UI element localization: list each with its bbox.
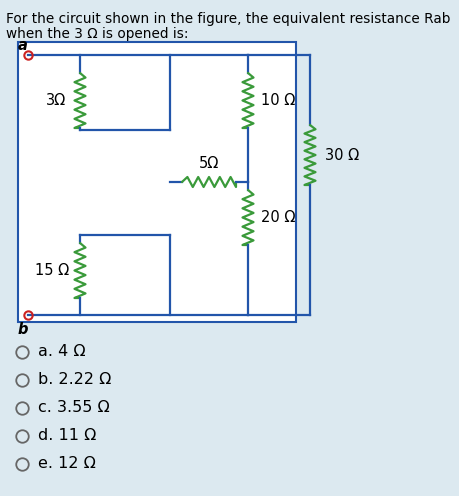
Text: when the 3 Ω is opened is:: when the 3 Ω is opened is: xyxy=(6,27,188,41)
Text: a: a xyxy=(18,38,28,53)
Text: b. 2.22 Ω: b. 2.22 Ω xyxy=(38,372,111,387)
Text: 5Ω: 5Ω xyxy=(198,157,218,172)
Text: 30 Ω: 30 Ω xyxy=(324,147,358,163)
Text: e. 12 Ω: e. 12 Ω xyxy=(38,456,95,472)
Text: 20 Ω: 20 Ω xyxy=(260,210,295,225)
Text: 15 Ω: 15 Ω xyxy=(35,263,69,278)
FancyBboxPatch shape xyxy=(18,42,295,322)
Text: d. 11 Ω: d. 11 Ω xyxy=(38,429,96,443)
Text: 10 Ω: 10 Ω xyxy=(260,93,295,108)
Text: For the circuit shown in the figure, the equivalent resistance Rab: For the circuit shown in the figure, the… xyxy=(6,12,449,26)
Text: b: b xyxy=(18,321,28,336)
Text: c. 3.55 Ω: c. 3.55 Ω xyxy=(38,400,110,416)
Text: 3Ω: 3Ω xyxy=(46,93,66,108)
Text: a. 4 Ω: a. 4 Ω xyxy=(38,345,85,360)
